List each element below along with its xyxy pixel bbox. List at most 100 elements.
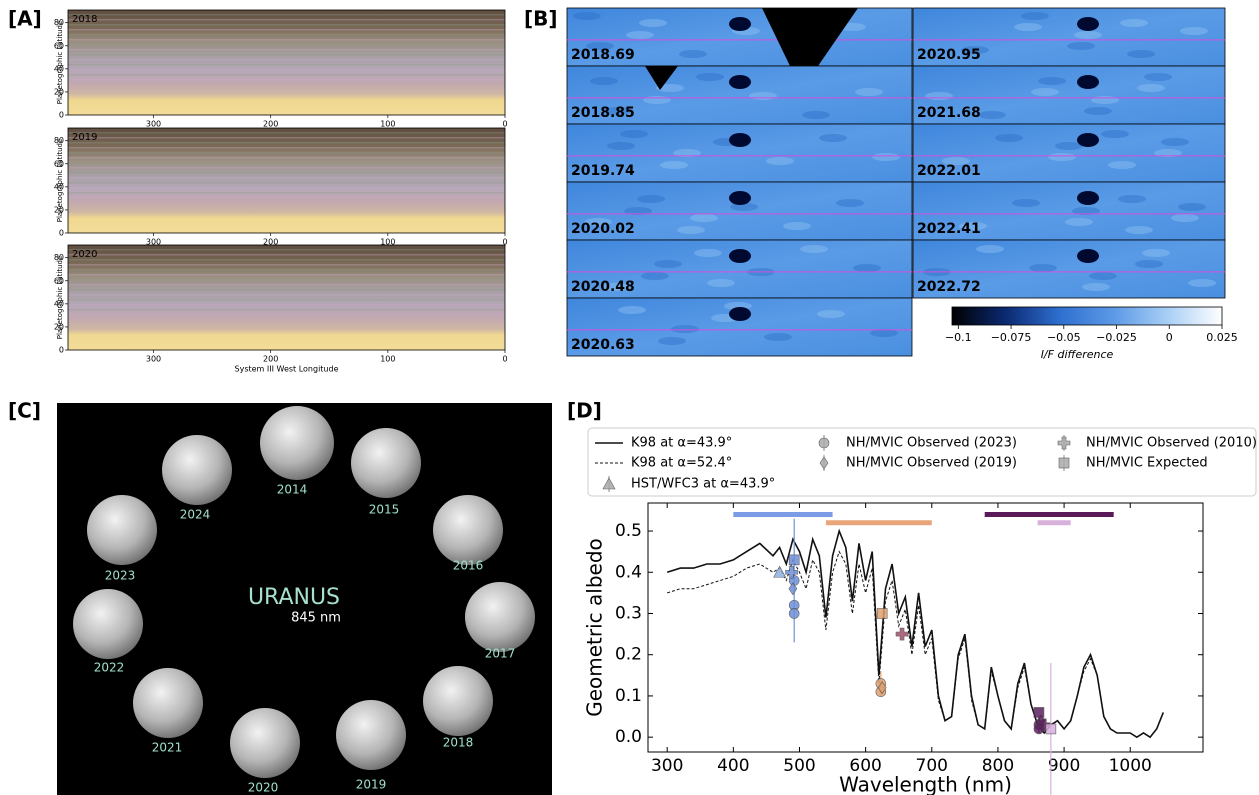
image-texture [639,19,667,27]
image-texture [584,218,612,226]
x-tick-label: 300 [651,756,683,776]
image-texture [1082,283,1110,291]
data-point [773,565,787,578]
dark-spot [729,133,751,147]
y-axis-label: Geometric albedo [583,538,607,717]
map-band [68,294,505,296]
dark-spot [729,17,751,31]
legend-box [587,427,1257,497]
image-texture [766,157,794,165]
legend-label: HST/WFC3 at α=43.9° [631,477,775,492]
map-band [68,299,505,301]
image-texture [749,92,777,100]
planet-name: URANUS [248,585,340,610]
map-band [68,197,505,199]
map-image [68,245,505,350]
legend-swatch [602,477,616,490]
map-image [68,10,505,115]
planet-image [87,495,157,565]
image-texture [671,325,699,333]
x-tick-label: 500 [783,756,815,776]
epoch-label: 2022.72 [917,279,981,295]
legend-swatch [819,456,829,470]
image-texture [658,337,686,345]
map-frame [67,244,506,351]
year-label: 2017 [485,647,516,661]
image-texture [1108,161,1136,169]
spectrum-line [666,528,1165,739]
image-texture [1178,203,1206,211]
map-band [68,132,505,134]
image-texture [660,161,688,169]
map-band [68,137,505,139]
difference-image [912,239,1226,299]
image-texture [654,260,682,268]
y-tick-label: 0 [59,111,64,120]
x-tick-label: 300 [146,355,161,364]
map-band [68,274,505,276]
image-texture [1048,153,1076,161]
map-year: 2019 [72,132,97,143]
panel-label: [C] [8,399,41,423]
x-axis-label: Wavelength (nm) [839,773,1012,795]
image-texture [1180,27,1208,35]
image-texture [601,283,629,291]
planet-image [351,428,421,498]
epoch-label: 2018.85 [571,105,635,121]
image-texture [1154,149,1182,157]
dark-spot [1077,191,1099,205]
data-point [788,582,798,596]
x-tick-label: 200 [263,355,278,364]
image-texture [942,157,970,165]
image-texture [1118,195,1146,203]
image-texture [626,31,654,39]
epoch-label: 2020.63 [571,337,635,353]
x-tick-label: 700 [916,756,948,776]
y-tick-label: 0.3 [615,603,642,623]
epoch-label: 2020.95 [917,47,981,63]
y-tick-label: 80 [54,18,64,27]
image-texture [643,96,671,104]
year-label: 2022 [94,661,125,675]
image-texture [783,222,811,230]
x-tick-label: −0.1 [945,331,972,344]
image-texture [1188,279,1216,287]
dark-spot [729,307,751,321]
x-tick-label: −0.025 [1096,331,1137,344]
x-tick-label: 300 [146,238,161,247]
x-tick-label: 0 [502,120,507,129]
map-band [68,64,505,66]
planet-image [433,495,503,565]
image-texture [976,245,1004,253]
epoch-label: 2022.01 [917,163,981,179]
x-tick-label: 200 [263,238,278,247]
image-texture [853,264,881,272]
image-texture [690,214,718,222]
difference-image [912,65,1226,125]
y-tick-label: 20 [54,322,64,331]
image-texture [995,134,1023,142]
year-label: 2020 [248,781,279,795]
legend-label: NH/MVIC Observed (2010) [1086,436,1257,451]
image-texture [694,249,722,257]
image-texture [855,88,883,96]
map-band [68,264,505,266]
missing-data [762,8,858,66]
image-texture [1161,138,1189,146]
legend-swatch [1058,457,1070,469]
image-texture [1084,107,1112,115]
image-texture [870,329,898,337]
map-band [68,44,505,46]
epoch-label: 2021.68 [917,105,981,121]
planet-image [465,582,535,652]
image-texture [1101,130,1129,138]
x-tick-label: 600 [849,756,881,776]
y-tick-label: 0.0 [615,727,642,747]
data-point [895,627,909,641]
y-tick-label: 40 [54,182,64,191]
year-label: 2024 [180,508,211,522]
image-texture [573,12,601,20]
y-axis-label: Planetographic Latitude [56,21,64,105]
image-texture [637,195,665,203]
